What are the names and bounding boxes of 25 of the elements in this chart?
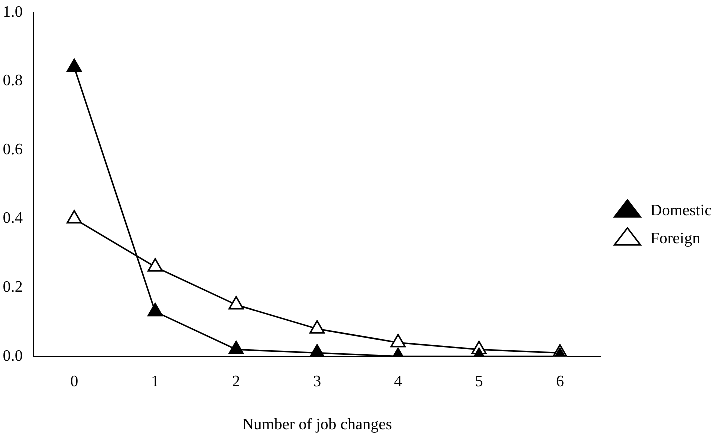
point [228,340,244,354]
point [148,258,164,272]
x-tick-label: 0 [70,373,78,390]
y-tick-label: 0.8 [3,72,23,90]
x-tick-label: 1 [151,373,160,390]
point [148,303,164,317]
x-tick-label: 4 [394,373,402,390]
y-tick-label: 0.0 [3,348,23,365]
point [66,58,82,72]
y-tick-label: 1.0 [3,4,23,21]
point [228,296,244,310]
point [310,320,326,334]
y-tick-label: 0.4 [3,210,23,228]
point [66,210,82,224]
point [390,334,406,348]
x-tick-label: 3 [313,373,322,390]
x-tick-label: 2 [232,373,240,390]
x-tick-label: 6 [556,373,564,390]
y-tick-label: 0.2 [3,279,23,296]
x-tick-label: 5 [475,373,484,390]
x-axis-title: Number of job changes [242,416,392,434]
legend-label: Foreign [650,230,700,248]
y-tick-label: 0.6 [3,141,23,158]
legend-label: Domestic [650,202,712,220]
point [310,344,326,357]
